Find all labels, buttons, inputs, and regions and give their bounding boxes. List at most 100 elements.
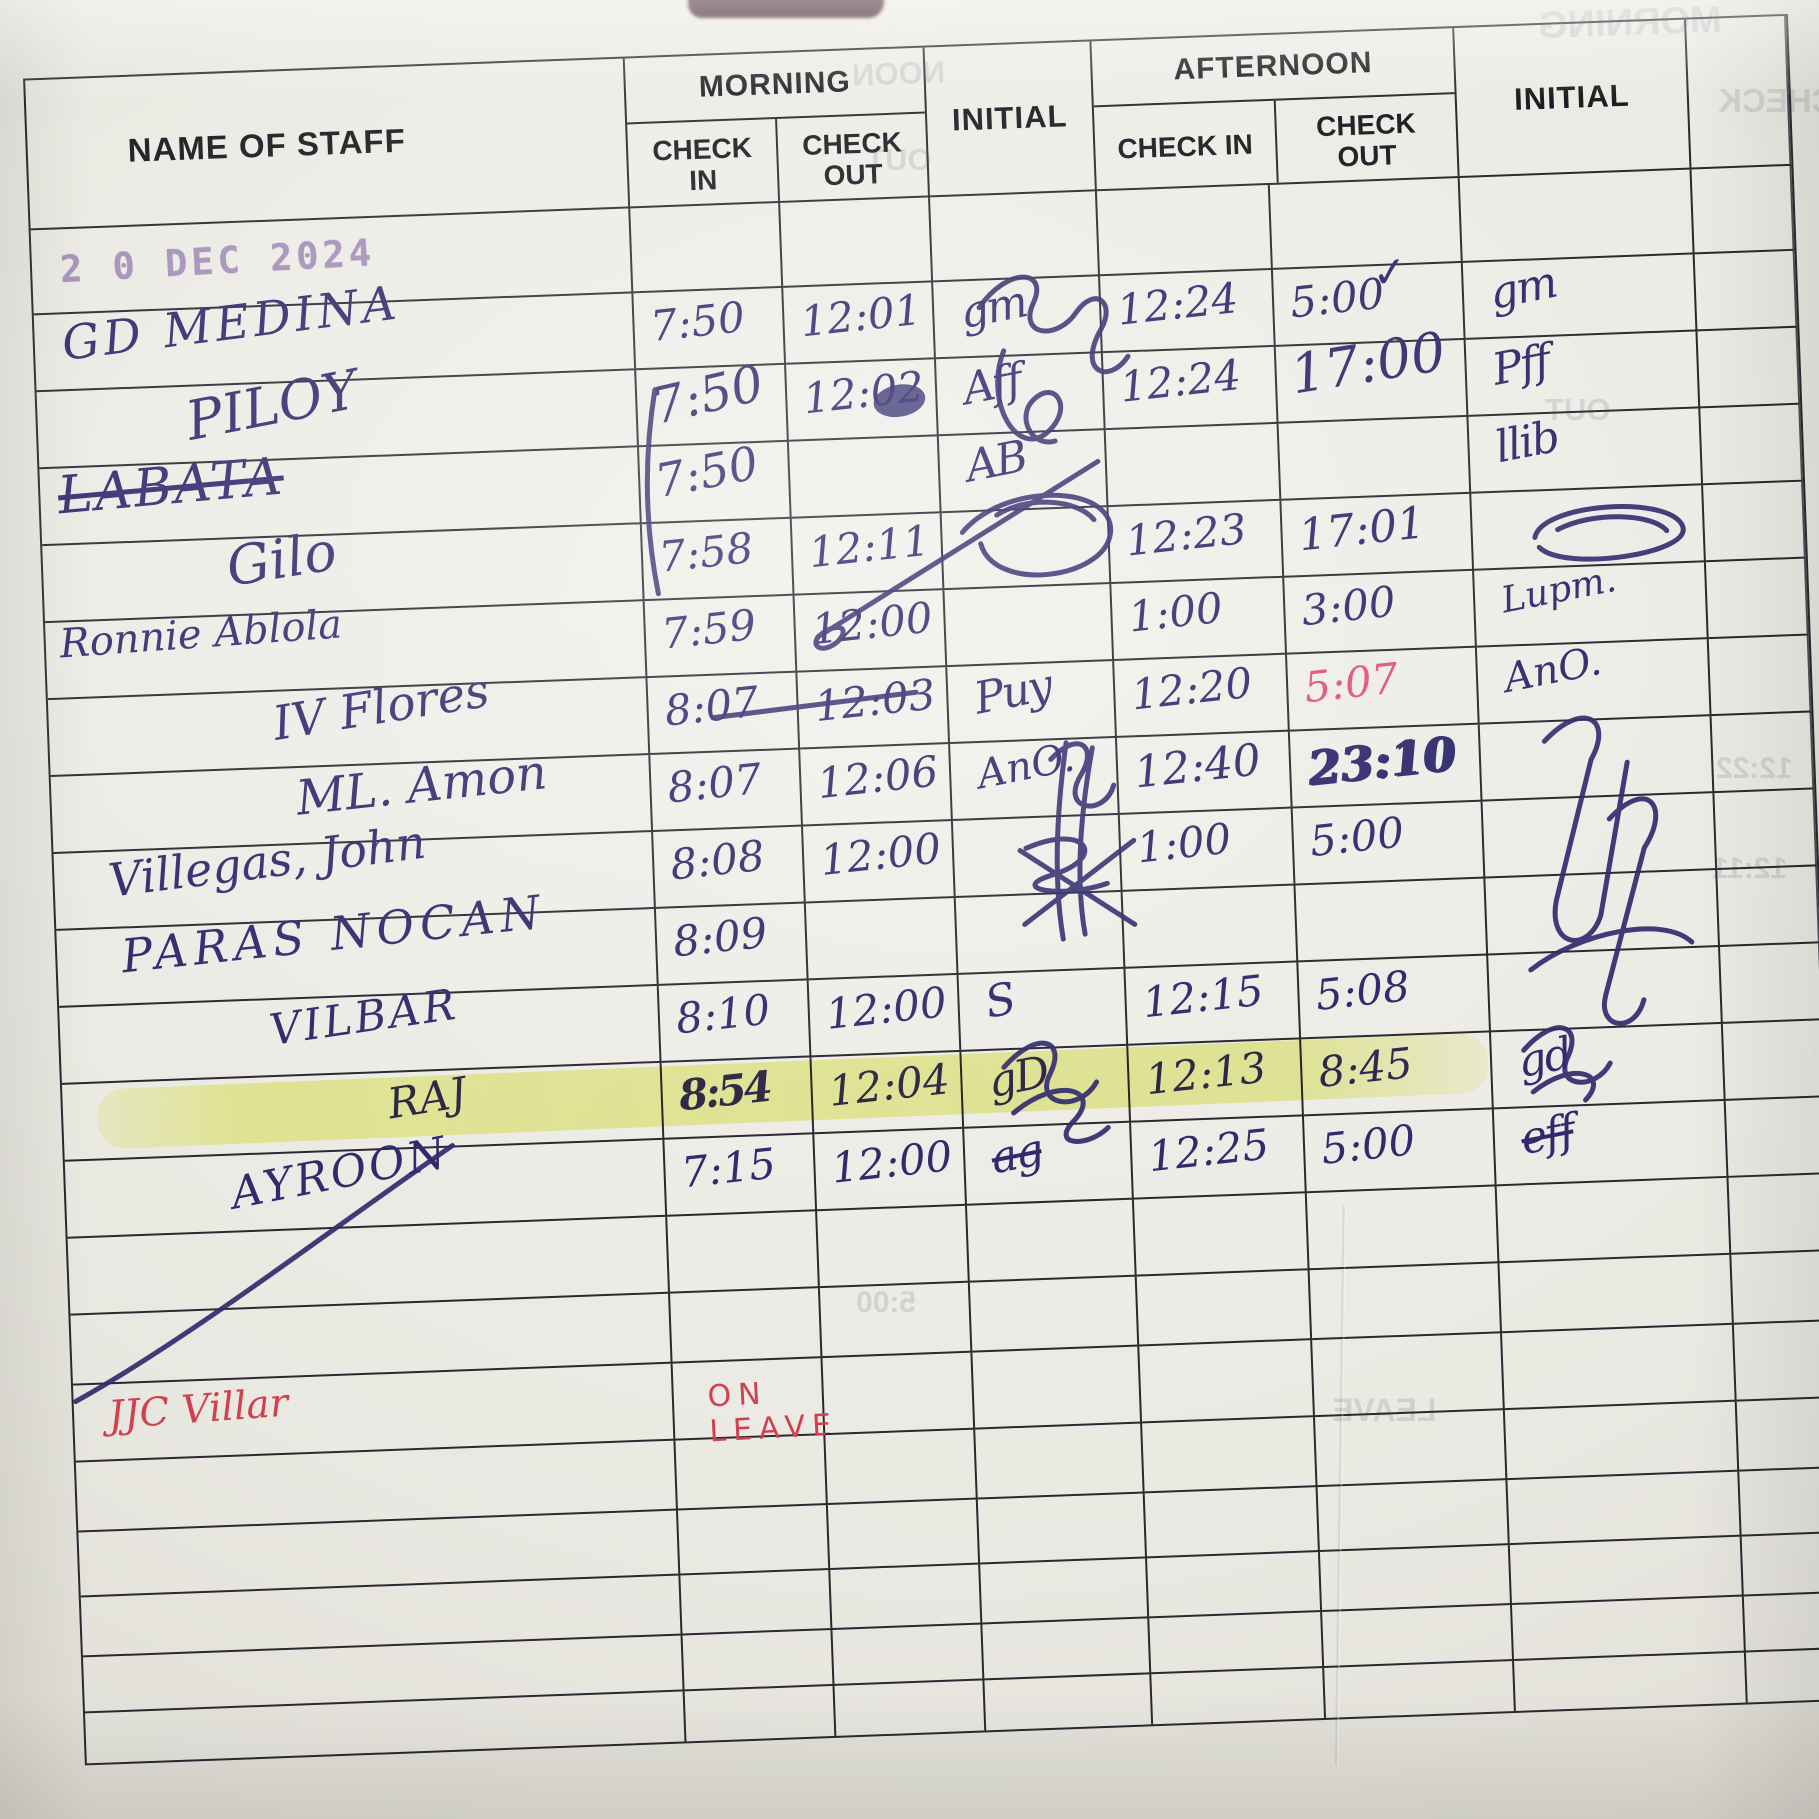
afternoon-initial-cell [1502, 1324, 1737, 1411]
table-rows: GD MEDINA 7:50 12:01 gm 12:24 5:00 ✓ gm … [33, 246, 1819, 1764]
afternoon-initial-cell [1496, 1177, 1732, 1264]
morning-check-in-cell: ON LEAVE [672, 1358, 839, 1449]
morning-check-out-value: 12:00 [823, 977, 950, 1039]
afternoon-check-out-cell: 23:10 [1289, 724, 1483, 809]
morning-check-in-cell: 7:50 [638, 435, 792, 525]
morning-initial-signature: Puy [970, 659, 1056, 725]
morning-check-in-cell [677, 1505, 831, 1576]
morning-check-in-value: 8:09 [670, 907, 770, 967]
afternoon-check-in-value: 12:23 [1123, 503, 1249, 566]
morning-check-in-value: 7:59 [659, 599, 759, 659]
morning-check-out-cell: 12:00 [808, 974, 962, 1058]
afternoon-check-in-cell: 12:40 [1116, 731, 1293, 815]
morning-check-out-value: 12:00 [817, 823, 944, 885]
morning-initial-cell: Aff [935, 353, 1106, 437]
afternoon-check-out-cell [1309, 1263, 1503, 1341]
afternoon-check-out-cell: 17:01 [1281, 493, 1475, 578]
morning-check-in-cell: 7:59 [644, 595, 798, 679]
ghost-text: 5:00 [856, 1286, 917, 1319]
afternoon-initial-signature: AnO. [1500, 637, 1606, 702]
morning-initial-cell: AnO. [950, 734, 1120, 821]
afternoon-check-out-cell: 5:00 [1303, 1109, 1497, 1194]
afternoon-initial-cell: gm [1462, 254, 1698, 340]
morning-initial-cell: gD [961, 1045, 1132, 1129]
page-edge-cell [1733, 1321, 1819, 1402]
page-edge-cell [1703, 481, 1806, 563]
afternoon-initial-signature: eff [1516, 1104, 1578, 1166]
ghost-text: 12:22 [1716, 752, 1793, 785]
morning-check-in-cell: 8:09 [655, 903, 809, 986]
morning-check-in-cell: 7:58 [641, 518, 795, 602]
afternoon-initial-cell: gd [1491, 1023, 1726, 1110]
afternoon-check-out-cell: 3:00 [1284, 570, 1477, 655]
morning-check-out-cell: 12:00 [803, 820, 956, 904]
afternoon-initial-cell [1479, 716, 1715, 802]
morning-check-in-cell: 7:15 [664, 1134, 818, 1217]
morning-check-in-value: 8:10 [673, 984, 773, 1044]
afternoon-check-out-value: 5:00 [1307, 807, 1407, 867]
morning-check-out-cell [817, 1205, 970, 1289]
morning-initial-cell [967, 1199, 1137, 1283]
morning-initial-signature: gm [955, 276, 1031, 340]
afternoon-check-in-value: 12:15 [1140, 965, 1266, 1028]
afternoon-check-out-cell [1317, 1480, 1510, 1553]
morning-check-out-value: 12:03 [812, 669, 938, 732]
afternoon-check-in-cell: 12:25 [1131, 1116, 1307, 1200]
afternoon-check-in-cell [1149, 1611, 1325, 1675]
afternoon-check-out-cell [1322, 1605, 1515, 1668]
column-header-morning-check-in: CHECK IN [627, 118, 781, 207]
afternoon-check-in-cell [1105, 423, 1282, 508]
morning-check-in-value: 8:08 [667, 830, 767, 890]
afternoon-check-in-cell [1142, 1417, 1318, 1494]
afternoon-check-in-cell: 1:00 [1111, 577, 1288, 661]
morning-initial-signature: S [980, 973, 1019, 1029]
afternoon-check-in-cell [1133, 1193, 1310, 1277]
afternoon-check-in-cell: 1:00 [1119, 808, 1296, 892]
morning-check-in-cell: 7:50 [633, 287, 787, 371]
page-edge-cell [1736, 1397, 1819, 1472]
morning-check-in-cell [670, 1288, 823, 1364]
page-edge-cell [1697, 327, 1801, 409]
morning-initial-cell [952, 814, 1123, 898]
morning-initial-cell [972, 1346, 1143, 1430]
afternoon-check-out-cell [1319, 1545, 1513, 1612]
morning-check-out-cell [805, 897, 959, 981]
afternoon-check-in-value: 12:13 [1143, 1042, 1269, 1105]
afternoon-check-out-cell: 8:45 [1301, 1032, 1494, 1117]
morning-check-out-value: 12:01 [798, 284, 924, 347]
morning-initial-cell [980, 1558, 1150, 1625]
afternoon-check-out-cell: 17:00 [1275, 320, 1469, 424]
afternoon-initial-signature: gd [1513, 1027, 1575, 1089]
afternoon-initial-cell [1512, 1596, 1746, 1661]
afternoon-check-out-value: 17:01 [1296, 497, 1428, 562]
afternoon-initial-signature: Lupm. [1497, 558, 1620, 622]
page-edge-cell [1731, 1251, 1819, 1325]
morning-check-in-value: 7:50 [648, 292, 748, 351]
morning-check-in-value: 8:07 [662, 676, 762, 736]
page-edge-cell [1700, 404, 1804, 486]
morning-check-out-value: 12:00 [829, 1131, 955, 1193]
morning-initial-cell [977, 1493, 1148, 1565]
morning-check-in-cell [682, 1629, 835, 1692]
morning-initial-cell [975, 1423, 1145, 1500]
morning-check-in-cell [667, 1211, 820, 1294]
afternoon-check-out-value: 5:00 [1318, 1115, 1418, 1174]
morning-check-in-cell: 8:54 [661, 1057, 815, 1140]
afternoon-check-out-cell: 5:08 [1298, 955, 1492, 1040]
morning-check-out-cell: 12:00 [814, 1128, 968, 1212]
column-group-afternoon: AFTERNOON CHECK IN CHECK OUT [1091, 28, 1460, 192]
ghost-text: OUT [866, 142, 932, 177]
morning-check-in-value: 7:50 [650, 435, 763, 509]
checkmark: ✓ [1369, 245, 1410, 299]
morning-check-out-cell [827, 1499, 981, 1570]
morning-check-out-cell [832, 1624, 985, 1686]
morning-initial-cell: AB [938, 430, 1109, 514]
morning-check-out-value: 12:02 [800, 361, 927, 424]
morning-initial-signature: Aff [958, 354, 1025, 416]
afternoon-initial-cell [1499, 1254, 1734, 1334]
morning-check-out-cell: 12:06 [800, 744, 953, 827]
ghost-text: LEAVE [1332, 1392, 1437, 1428]
ghost-text: MORNING [1537, 0, 1723, 48]
afternoon-check-out-cell: 5:00 [1292, 801, 1486, 886]
